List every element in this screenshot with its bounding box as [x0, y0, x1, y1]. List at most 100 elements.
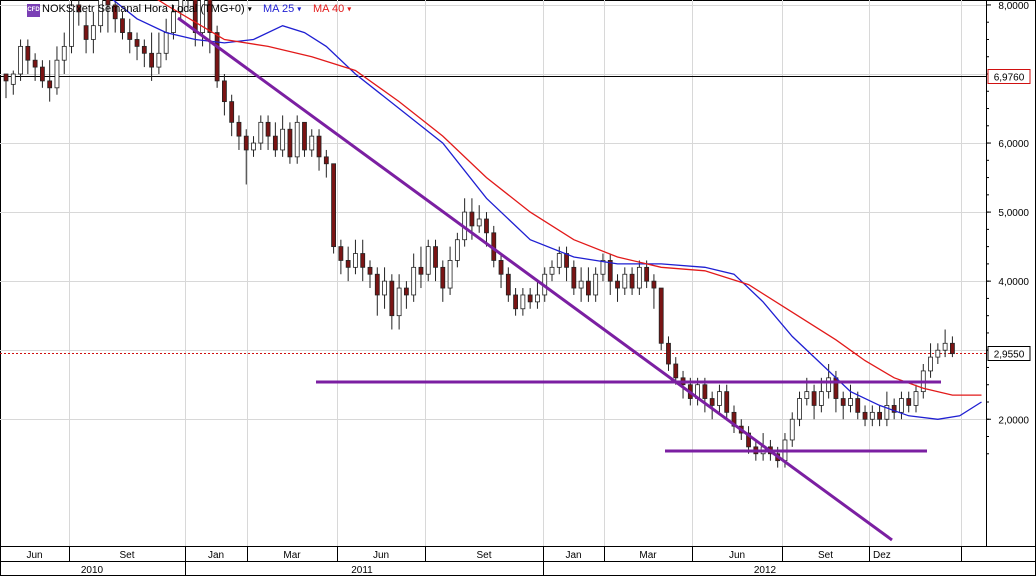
candle-body: [149, 52, 155, 68]
month-label: Jun: [26, 550, 42, 561]
candle-body: [615, 280, 620, 289]
month-label: Jan: [565, 550, 581, 561]
trendline-descending: [177, 16, 893, 542]
candle-body: [840, 398, 846, 406]
ma25-label: MA 25: [263, 3, 295, 15]
month-label: Jun: [373, 550, 389, 561]
candle-body: [272, 135, 278, 151]
candle-body: [564, 253, 569, 268]
candle-body: [571, 266, 577, 289]
candle-body: [724, 391, 730, 413]
candle-body: [935, 349, 941, 358]
candle-body: [454, 239, 460, 261]
price-tick-label: 5,0000: [998, 208, 1029, 219]
month-label: Dez: [873, 550, 891, 561]
instrument-title[interactable]: NOKS:xetr Semanal Hora Local (TMG+0) ▾: [42, 3, 252, 15]
candle-body: [411, 266, 417, 296]
candle-body: [251, 142, 256, 151]
candle-body: [331, 163, 337, 248]
candle-body: [338, 246, 344, 261]
candle-body: [265, 121, 271, 137]
candle-body: [636, 266, 642, 289]
ma40-legend[interactable]: MA 40 ▾: [313, 3, 351, 15]
candle-body: [746, 432, 751, 448]
candle-body: [236, 121, 242, 137]
candle-body: [221, 80, 227, 103]
candle-body: [826, 377, 832, 393]
candle-body: [884, 405, 890, 420]
candle-body: [353, 253, 358, 268]
candle-body: [476, 218, 482, 227]
candle-body: [702, 384, 708, 399]
ma25-dropdown-icon[interactable]: ▾: [297, 4, 302, 14]
candle-body: [433, 246, 438, 268]
candle-body: [906, 398, 912, 406]
title-dropdown-icon[interactable]: ▾: [247, 4, 252, 14]
ma40-line: [157, 0, 982, 396]
candle-body: [527, 294, 533, 303]
candle-body: [848, 398, 853, 406]
candle-body: [709, 398, 715, 406]
cfd-icon: CFD: [27, 4, 40, 17]
candle-body: [192, 0, 198, 33]
candle-body: [40, 66, 45, 82]
candle-body: [316, 135, 322, 158]
candle-body: [61, 45, 67, 61]
ma25-line: [112, 0, 982, 420]
instrument-title-text: NOKS:xetr Semanal Hora Local (TMG+0): [42, 3, 245, 15]
ma40-dropdown-icon[interactable]: ▾: [347, 4, 352, 14]
candle-body: [403, 287, 409, 296]
candle-body: [309, 135, 315, 151]
price-tick-label: 6,0000: [998, 139, 1029, 150]
candle-body: [105, 0, 111, 6]
candle-body: [287, 128, 293, 158]
candle-body: [498, 260, 504, 275]
candle-body: [374, 273, 380, 296]
candle-body: [178, 0, 184, 13]
candle-body: [651, 280, 657, 289]
candle-body: [3, 73, 9, 82]
candle-body: [607, 260, 613, 282]
candle-body: [913, 391, 919, 406]
candle-body: [877, 411, 882, 420]
month-label: Set: [476, 550, 491, 561]
candle-body: [54, 59, 60, 89]
reference-price-label: 6,9760: [994, 73, 1025, 84]
candle-body: [367, 266, 373, 275]
candle-body: [389, 280, 395, 317]
candle-body: [484, 218, 489, 234]
candle-body: [593, 273, 599, 296]
candle-body: [396, 287, 402, 317]
candle-body: [302, 121, 307, 151]
candle-body: [345, 260, 351, 268]
candle-body: [120, 18, 125, 33]
candle-body: [163, 32, 169, 54]
candle-body: [673, 363, 679, 379]
candle-body: [942, 342, 948, 351]
month-label: Jun: [729, 550, 745, 561]
candle-body: [891, 405, 897, 413]
month-label: Mar: [639, 550, 657, 561]
candle-body: [171, 11, 176, 33]
candle-body: [600, 260, 606, 275]
year-label: 2010: [81, 565, 104, 576]
candles-group: [3, 0, 955, 468]
candle-body: [156, 52, 162, 68]
candle-body: [127, 32, 133, 40]
candle-body: [447, 260, 453, 289]
candle-body: [535, 294, 540, 303]
candle-body: [32, 59, 38, 68]
ma25-legend[interactable]: MA 25 ▾: [263, 3, 301, 15]
candle-body: [505, 273, 511, 296]
candle-body: [789, 418, 795, 441]
candle-body: [425, 246, 431, 275]
candle-body: [134, 39, 140, 47]
candle-body: [207, 0, 213, 33]
candle-body: [717, 391, 722, 406]
reference-price-box: [987, 69, 1031, 84]
candle-body: [76, 4, 82, 13]
year-label: 2012: [754, 565, 777, 576]
candle-body: [586, 280, 591, 296]
